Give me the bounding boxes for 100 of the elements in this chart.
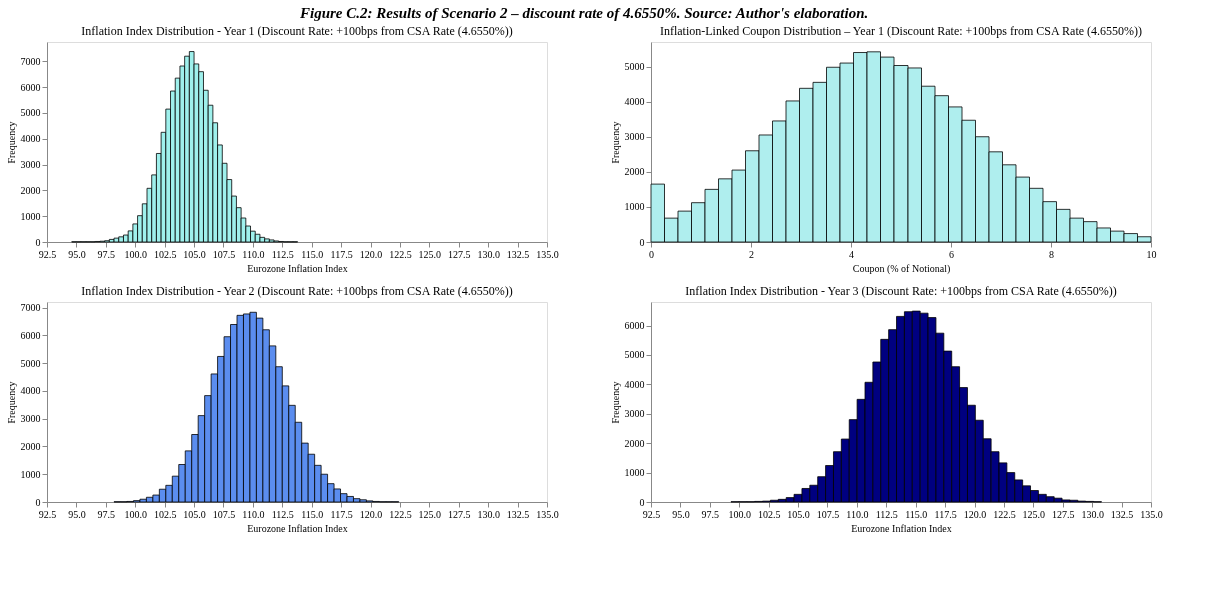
y-tick-label: 6000 [20,329,41,341]
x-tick-label: 100.0 [124,248,147,260]
x-tick-label: 115.0 [301,248,324,260]
y-tick-label: 5000 [20,357,41,369]
x-tick-label: 97.5 [97,508,116,520]
x-tick-label: 100.0 [124,508,147,520]
y-tick-label: 4000 [624,96,645,108]
x-tick-label: 122.5 [389,248,412,260]
x-tick-label: 107.5 [212,508,236,520]
y-tick-label: 6000 [20,81,41,93]
x-tick-label: 8 [1049,248,1054,260]
x-tick-label: 97.5 [97,248,116,260]
x-tick-label: 107.5 [816,508,840,520]
x-tick-label: 130.0 [477,508,500,520]
y-tick-label: 0 [35,496,41,508]
x-tick-label: 92.5 [38,508,57,520]
y-axis-title: Frequency [609,381,621,424]
x-tick-label: 122.5 [993,508,1016,520]
x-tick-label: 132.5 [506,508,530,520]
x-tick-label: 100.0 [728,508,751,520]
x-tick-label: 120.0 [963,508,987,520]
x-tick-label: 135.0 [536,248,559,260]
x-tick-label: 132.5 [1110,508,1134,520]
y-tick-label: 5000 [624,349,645,361]
x-tick-label: 102.5 [153,508,177,520]
chart-title: Inflation Index Distribution - Year 3 (Discount Rate: +100bps from CSA Rate (4.6550%)) [685,284,1117,298]
x-tick-label: 110.0 [242,248,265,260]
x-tick-label: 102.5 [153,248,177,260]
y-tick-label: 2000 [624,437,645,449]
x-tick-label: 110.0 [242,508,265,520]
y-tick-label: 6000 [624,320,645,332]
y-tick-label: 4000 [20,385,41,397]
x-tick-label: 92.5 [38,248,57,260]
x-tick-label: 130.0 [477,248,500,260]
y-tick-label: 7000 [20,55,41,67]
x-tick-label: 105.0 [183,248,206,260]
y-tick-label: 2000 [20,184,41,196]
y-tick-label: 1000 [20,468,41,480]
y-tick-label: 0 [35,236,41,248]
y-tick-label: 1000 [624,201,645,213]
y-tick-label: 5000 [20,107,41,119]
y-tick-label: 3000 [624,408,645,420]
x-tick-label: 95.0 [68,248,86,260]
x-tick-label: 105.0 [183,508,206,520]
x-tick-label: 127.5 [1052,508,1075,520]
y-axis-title: Frequency [5,121,17,164]
x-tick-label: 120.0 [359,508,383,520]
x-tick-label: 130.0 [1081,508,1104,520]
chart-title: Inflation Index Distribution - Year 1 (Discount Rate: +100bps from CSA Rate (4.6550%)) [81,24,513,38]
x-tick-label: 112.5 [271,508,294,520]
y-tick-label: 1000 [20,210,41,222]
x-tick-label: 105.0 [787,508,810,520]
x-tick-label: 2 [749,248,754,260]
x-tick-label: 92.5 [642,508,661,520]
x-tick-label: 117.5 [330,508,353,520]
x-tick-label: 112.5 [875,508,898,520]
x-tick-label: 125.0 [1022,508,1046,520]
x-tick-label: 127.5 [448,248,471,260]
x-tick-label: 127.5 [448,508,471,520]
x-tick-label: 95.0 [68,508,86,520]
x-tick-label: 120.0 [359,248,383,260]
x-axis-title: Eurozone Inflation Index [247,262,348,274]
x-tick-label: 10 [1146,248,1157,260]
x-tick-label: 115.0 [905,508,928,520]
chart-title: Inflation-Linked Coupon Distribution – Year 1 (Discount Rate: +100bps from CSA Rate (4.6550%)) [659,24,1143,38]
chart-title: Inflation Index Distribution - Year 2 (Discount Rate: +100bps from CSA Rate (4.6550%)) [81,284,513,298]
x-tick-label: 117.5 [330,248,353,260]
y-axis-title: Frequency [5,381,17,424]
x-tick-label: 107.5 [212,248,236,260]
x-axis-title: Eurozone Inflation Index [247,522,348,534]
text: Figure C.2: Results of Scenario 2 – discount rate of 4.6550%. Source: Author's elaboration. [298,4,869,21]
y-axis-title: Frequency [609,121,621,164]
y-tick-label: 2000 [624,166,645,178]
x-tick-label: 97.5 [701,508,720,520]
x-axis-title: Eurozone Inflation Index [851,522,952,534]
x-tick-label: 4 [849,248,854,260]
x-tick-label: 122.5 [389,508,412,520]
y-tick-label: 4000 [624,378,645,390]
y-tick-label: 1000 [624,467,645,479]
x-tick-label: 110.0 [846,508,869,520]
x-tick-label: 125.0 [418,508,442,520]
y-tick-label: 3000 [20,413,41,425]
y-tick-label: 0 [639,496,645,508]
x-tick-label: 135.0 [536,508,559,520]
x-tick-label: 0 [649,248,654,260]
y-tick-label: 7000 [20,302,41,314]
x-axis-title: Coupon (% of Notional) [852,262,951,275]
y-tick-label: 2000 [20,440,41,452]
y-tick-label: 3000 [624,131,645,143]
y-tick-label: 0 [639,236,645,248]
x-tick-label: 112.5 [271,248,294,260]
y-tick-label: 5000 [624,61,645,73]
x-tick-label: 135.0 [1140,508,1163,520]
x-tick-label: 132.5 [506,248,530,260]
x-tick-label: 6 [949,248,954,260]
x-tick-label: 115.0 [301,508,324,520]
x-tick-label: 102.5 [757,508,781,520]
x-tick-label: 125.0 [418,248,442,260]
x-tick-label: 117.5 [934,508,957,520]
y-tick-label: 4000 [20,133,41,145]
